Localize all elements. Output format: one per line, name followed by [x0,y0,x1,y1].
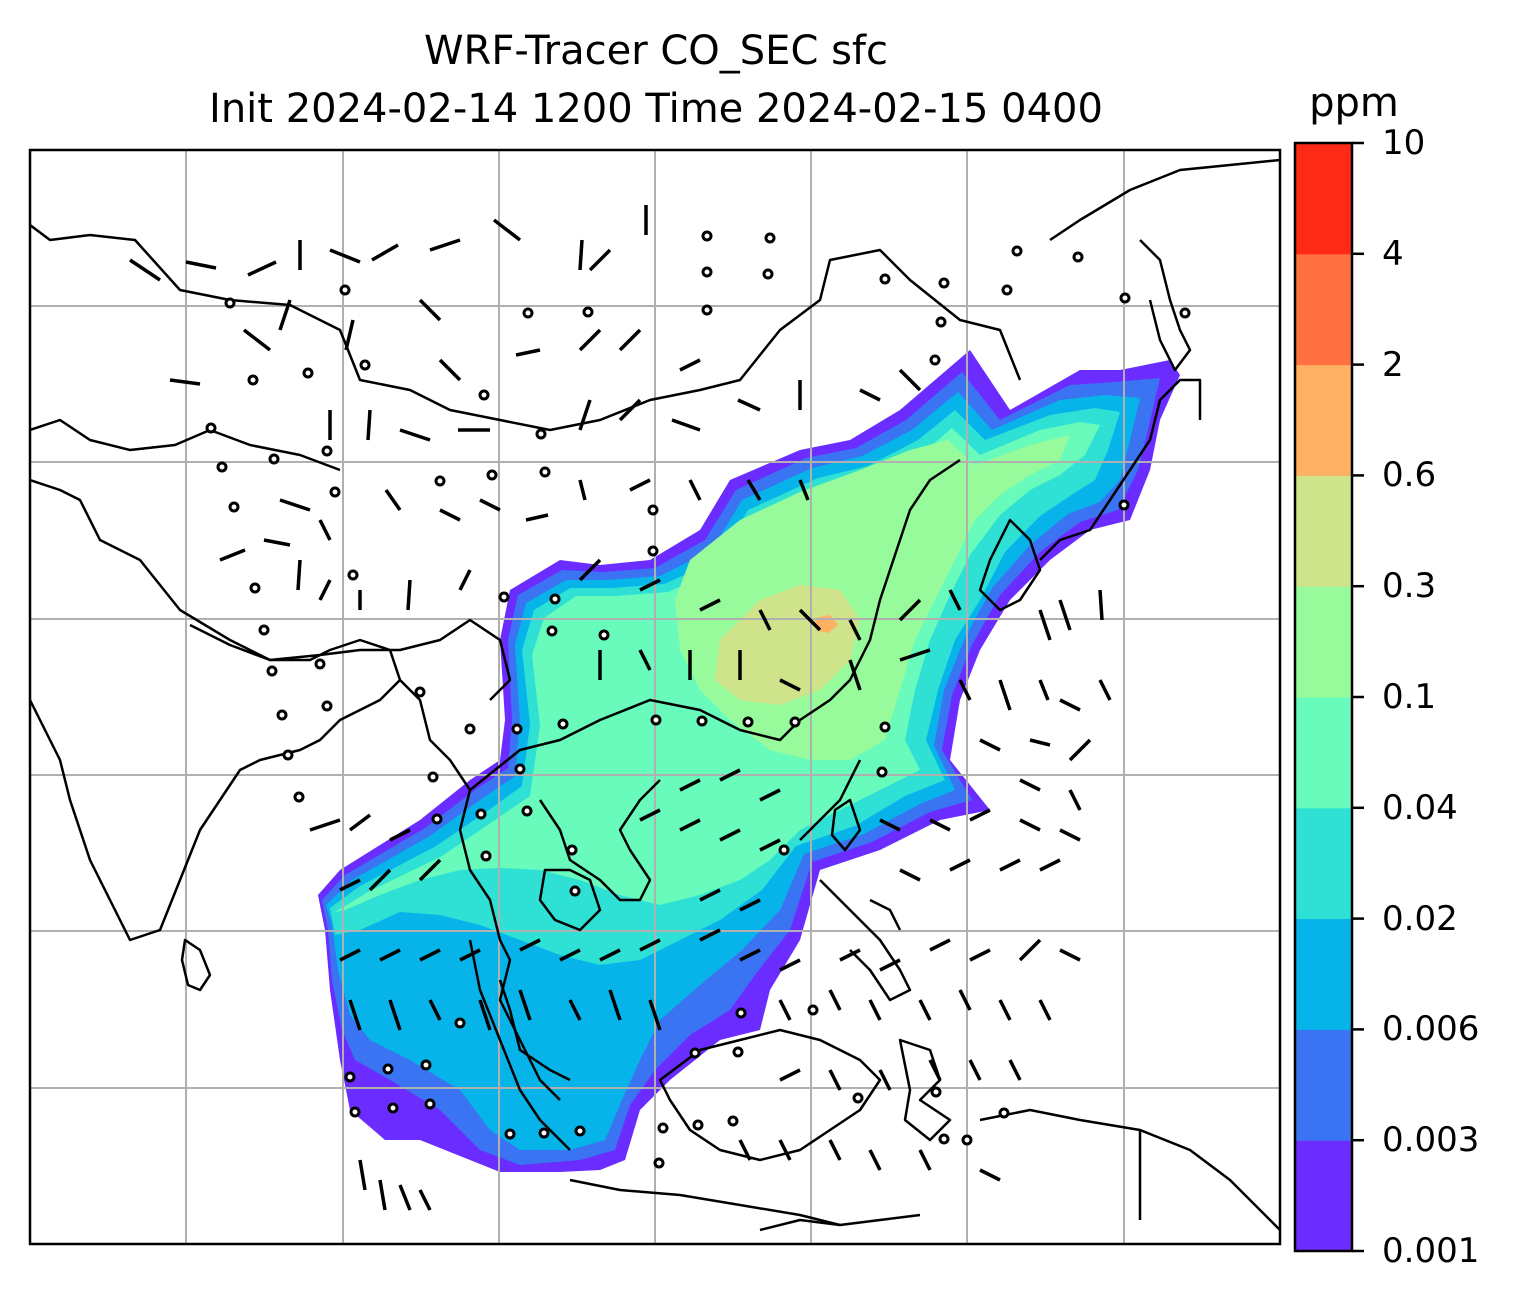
tracer-concentration-field [318,350,1180,1172]
map-frame [28,148,1282,1246]
colorbar-segment [1295,475,1352,587]
colorbar-segment [1295,143,1352,255]
colorbar-segment [1295,586,1352,698]
colorbar-segment [1295,1140,1352,1252]
colorbar-ticks [1352,141,1364,1253]
colorbar-unit-label: ppm [1309,80,1399,126]
wind-calm-markers [205,230,1191,1169]
colorbar-segment [1295,1029,1352,1141]
colorbar-tick-label: 0.6 [1382,455,1437,496]
map-gridlines [30,150,1280,1244]
colorbar-tick-label: 0.02 [1382,898,1458,939]
colorbar-segment [1295,807,1352,920]
colorbar-segment [1295,253,1352,366]
colorbar [1295,143,1352,1252]
colorbar-tick-label: 2 [1382,344,1404,385]
wind-barbs [129,205,1112,1211]
colorbar-tick-label: 0.3 [1382,566,1437,607]
contour-0-3 [715,585,860,705]
colorbar-segment [1295,364,1352,476]
colorbar-tick-label: 0.04 [1382,787,1458,828]
colorbar-tick-label: 0.001 [1382,1231,1480,1271]
map-title-line-1: WRF-Tracer CO_SEC sfc [423,28,889,74]
coastlines [30,158,1280,1232]
colorbar-tick-label: 4 [1382,233,1404,274]
colorbar-tick-label: 0.006 [1382,1009,1480,1050]
colorbar-tick-label: 0.1 [1382,677,1437,717]
colorbar-tick-label: 0.003 [1382,1120,1480,1161]
colorbar-tick-label: 10 [1382,123,1426,163]
map-title-line-2: Init 2024-02-14 1200 Time 2024-02-15 040… [209,86,1103,132]
colorbar-segment [1295,697,1352,809]
colorbar-segment [1295,918,1352,1030]
